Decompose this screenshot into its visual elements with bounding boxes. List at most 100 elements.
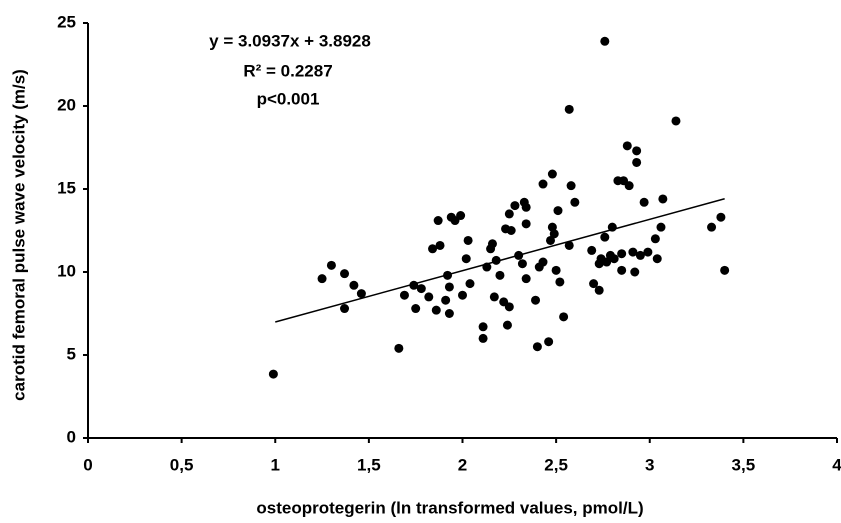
- point: [521, 274, 531, 284]
- y-tick-label: 25: [57, 12, 76, 31]
- point: [643, 247, 653, 257]
- point: [424, 292, 434, 302]
- point: [656, 222, 666, 232]
- point: [443, 270, 453, 280]
- point: [624, 181, 634, 191]
- x-axis-label: osteoprotegerin (ln transformed values, …: [256, 498, 643, 517]
- point: [602, 257, 612, 267]
- x-tick-label: 1: [271, 455, 280, 474]
- point: [617, 265, 627, 275]
- point: [589, 279, 599, 289]
- point: [707, 222, 717, 232]
- point: [521, 219, 531, 229]
- point: [570, 197, 580, 207]
- point: [409, 280, 419, 290]
- point: [356, 289, 366, 299]
- point: [600, 232, 610, 242]
- point: [622, 141, 632, 151]
- point: [544, 337, 554, 347]
- y-tick-label: 5: [67, 344, 76, 363]
- point: [587, 245, 597, 255]
- point: [532, 342, 542, 352]
- point: [495, 270, 505, 280]
- point: [510, 201, 520, 211]
- point: [428, 244, 438, 254]
- point: [609, 254, 619, 264]
- x-tick-label: 4: [832, 455, 841, 474]
- point: [600, 36, 610, 46]
- point: [399, 290, 409, 300]
- point: [639, 197, 649, 207]
- x-tick-label: 1,5: [357, 455, 381, 474]
- point: [456, 211, 466, 221]
- point: [458, 290, 467, 300]
- x-tick-label: 3: [645, 455, 654, 474]
- point: [594, 285, 604, 295]
- point: [617, 249, 627, 259]
- point: [555, 277, 565, 287]
- point: [553, 206, 563, 216]
- point: [326, 260, 336, 270]
- point: [394, 343, 404, 353]
- point: [720, 265, 730, 275]
- point: [317, 274, 327, 284]
- point: [716, 212, 726, 222]
- point: [431, 305, 441, 315]
- point: [566, 181, 576, 191]
- point: [489, 292, 499, 302]
- point: [491, 255, 501, 265]
- point: [564, 240, 574, 250]
- x-tick-label: 2: [458, 455, 467, 474]
- point: [502, 320, 512, 330]
- point: [632, 146, 642, 156]
- y-axis-label: carotid femoral pulse wave velocity (m/s…: [9, 69, 28, 401]
- point: [435, 240, 445, 250]
- point: [559, 312, 569, 322]
- point: [340, 269, 350, 279]
- point: [349, 280, 359, 290]
- point: [506, 226, 516, 235]
- point: [635, 250, 645, 260]
- x-tick-label: 2,5: [544, 455, 568, 474]
- x-tick-label: 0,5: [170, 455, 194, 474]
- point: [546, 235, 556, 245]
- point: [607, 222, 617, 232]
- point: [504, 302, 514, 312]
- point: [658, 194, 668, 204]
- point: [340, 304, 350, 314]
- point: [478, 333, 488, 343]
- x-tick-label: 0: [83, 455, 92, 474]
- point: [549, 229, 559, 239]
- y-tick-label: 10: [57, 261, 76, 280]
- point: [465, 279, 475, 289]
- point: [444, 282, 454, 292]
- point: [671, 116, 681, 126]
- point: [538, 179, 548, 189]
- point: [538, 257, 548, 267]
- point: [268, 369, 278, 379]
- x-tick-label: 3,5: [732, 455, 756, 474]
- point: [416, 284, 426, 294]
- p-value: p<0.001: [257, 89, 320, 108]
- point: [411, 304, 421, 314]
- point: [551, 265, 561, 275]
- r-squared: R² = 0.2287: [243, 61, 332, 80]
- point: [650, 234, 660, 244]
- point: [487, 239, 497, 249]
- point: [632, 157, 642, 167]
- point: [628, 247, 638, 257]
- point: [514, 250, 524, 260]
- point: [433, 216, 443, 226]
- y-tick-label: 20: [57, 95, 76, 114]
- point: [461, 254, 471, 264]
- point: [478, 322, 488, 332]
- equation: y = 3.0937x + 3.8928: [209, 31, 371, 50]
- point: [463, 235, 473, 245]
- point: [531, 295, 541, 305]
- y-tick-label: 0: [67, 427, 76, 446]
- y-tick-label: 15: [57, 178, 76, 197]
- point: [652, 254, 662, 264]
- point: [444, 309, 454, 318]
- point: [521, 202, 531, 212]
